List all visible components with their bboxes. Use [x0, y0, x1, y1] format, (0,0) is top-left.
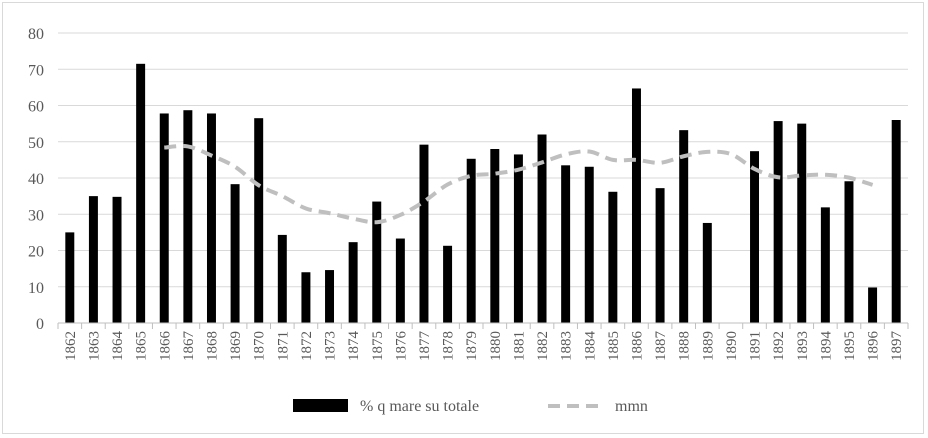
bar — [419, 144, 429, 323]
x-tick-label: 1879 — [464, 331, 480, 361]
x-tick-label: 1892 — [771, 331, 787, 361]
chart-svg: 0 10 20 30 40 50 60 70 80 1862 1863 1864 1865 1866 186… — [28, 26, 909, 415]
bar — [372, 201, 382, 323]
bar — [65, 232, 75, 323]
y-tick-label: 70 — [28, 62, 44, 79]
bar — [868, 287, 878, 323]
bar — [206, 113, 216, 323]
bar — [301, 272, 311, 323]
bar — [183, 110, 193, 324]
bar — [679, 130, 689, 323]
y-tick-label: 40 — [28, 171, 44, 188]
y-tick-label: 50 — [28, 135, 44, 152]
bar — [891, 120, 901, 323]
y-tick-label: 60 — [28, 99, 44, 116]
x-tick-label: 1891 — [748, 331, 764, 361]
bar — [844, 181, 854, 323]
bar — [513, 154, 523, 323]
bar — [136, 63, 146, 323]
y-tick-label: 80 — [28, 26, 44, 43]
x-tick-label: 1885 — [606, 331, 622, 361]
x-tick-label: 1897 — [889, 331, 905, 362]
legend-swatch-bar — [293, 399, 348, 412]
bar — [325, 270, 335, 323]
line-series — [164, 144, 874, 225]
x-tick-label: 1874 — [346, 331, 362, 362]
bar — [561, 165, 571, 323]
bar — [88, 196, 98, 323]
x-tick-label: 1878 — [441, 331, 457, 361]
x-tick-label: 1862 — [63, 331, 79, 361]
legend: % q mare su totale mmn — [293, 398, 648, 415]
x-tick-label: 1869 — [228, 331, 244, 361]
mmn-line — [164, 144, 874, 225]
x-tick-label: 1863 — [86, 331, 102, 361]
gridlines — [58, 32, 908, 288]
x-tick-label: 1875 — [370, 331, 386, 361]
bar — [797, 123, 807, 323]
x-tick-label: 1887 — [653, 331, 669, 362]
bar — [750, 151, 760, 323]
x-tick-label: 1865 — [134, 331, 150, 361]
axes: 0 10 20 30 40 50 60 70 80 1862 1863 1864 1865 1866 186… — [28, 26, 909, 362]
x-tick-label: 1881 — [511, 331, 527, 361]
bar — [820, 207, 830, 323]
bar — [608, 191, 618, 323]
x-tick-label: 1876 — [393, 331, 409, 362]
bar — [395, 238, 405, 323]
x-tick-label: 1895 — [842, 331, 858, 361]
legend-label-bar: % q mare su totale — [360, 398, 479, 415]
x-tick-label: 1867 — [181, 331, 197, 362]
legend-label-line: mmn — [615, 398, 648, 415]
x-tick-label: 1883 — [559, 331, 575, 361]
bar — [466, 158, 476, 323]
y-tick-label: 20 — [28, 244, 44, 261]
bar — [443, 245, 453, 323]
x-tick-label: 1889 — [700, 331, 716, 361]
x-tick-label: 1896 — [866, 331, 882, 362]
x-tick-label: 1877 — [417, 331, 433, 362]
bar — [277, 234, 287, 323]
bar — [112, 196, 122, 323]
x-tick-label: 1884 — [582, 331, 598, 362]
chart-area: 0 10 20 30 40 50 60 70 80 1862 1863 1864 1865 1866 186… — [2, 2, 924, 434]
x-tick-label: 1886 — [629, 331, 645, 362]
x-tick-label: 1890 — [724, 331, 740, 361]
x-tick-label: 1882 — [535, 331, 551, 361]
x-tick-label: 1871 — [275, 331, 291, 361]
x-tick-label: 1864 — [110, 331, 126, 362]
bar — [773, 121, 783, 324]
x-tick-label: 1868 — [204, 331, 220, 361]
bar — [159, 113, 169, 323]
bar — [230, 184, 240, 323]
x-tick-label: 1872 — [299, 331, 315, 361]
y-tick-label: 0 — [36, 316, 44, 333]
x-tick-label: 1888 — [677, 331, 693, 361]
bar — [631, 88, 641, 324]
bar — [254, 118, 264, 323]
x-tick-label: 1870 — [252, 331, 268, 361]
x-tick-label: 1866 — [157, 331, 173, 362]
bar — [655, 188, 665, 323]
y-tick-label: 30 — [28, 207, 44, 224]
bar — [348, 242, 358, 323]
x-tick-label: 1894 — [818, 331, 834, 362]
bar — [584, 166, 594, 323]
x-tick-label: 1880 — [488, 331, 504, 361]
bar — [490, 149, 500, 323]
x-tick-label: 1893 — [795, 331, 811, 361]
bar — [702, 222, 712, 323]
y-tick-label: 10 — [28, 280, 44, 297]
x-tick-label: 1873 — [323, 331, 339, 361]
bar-series — [65, 63, 901, 324]
bar — [537, 134, 547, 323]
